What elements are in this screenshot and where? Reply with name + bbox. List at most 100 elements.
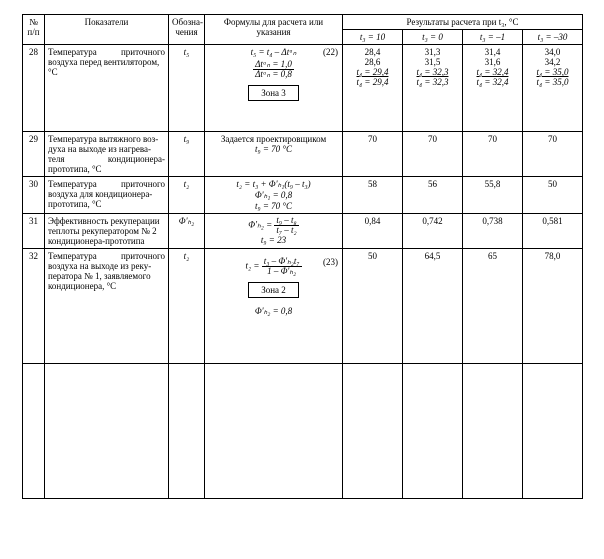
- r28-ind-l1a: Температура: [48, 47, 97, 57]
- hdr-col-4-text: t₃ = –30: [538, 32, 568, 42]
- r30-formula: t₂ = t₃ + Φ'ₕ₁(t₉ – t₃) Φ'ₕ₁ = 0,8 t₉ = …: [205, 177, 343, 214]
- r29-c3: 70: [463, 132, 523, 177]
- r28-c4-v2: 34,2: [526, 57, 579, 67]
- r29-c1: 70: [343, 132, 403, 177]
- r30-ind-l1a: Температура: [48, 179, 97, 189]
- r28-c3-v1: 31,4: [466, 47, 519, 57]
- r28-formula-main: t₅ = t₄ – Δtᵃₙ: [251, 47, 297, 57]
- r30-indicator: Температура приточного воздуха для конди…: [45, 177, 169, 214]
- r32-zone: Зона 2: [248, 282, 299, 298]
- empty-ind: [45, 364, 169, 499]
- r28-symbol: t₅: [169, 45, 205, 132]
- hdr-col-1: t₃ = 10: [343, 30, 403, 45]
- row-29: 29 Температура вытяжного воз- духа на вы…: [23, 132, 583, 177]
- r32-c1: 50: [343, 249, 403, 364]
- r32-frac-bot: 1 – Φ'ₕ₂: [262, 267, 302, 276]
- hdr-results-text: Результаты расчета при t₃, °С: [407, 17, 519, 27]
- r29-symbol-text: t₉: [184, 134, 190, 144]
- r31-indicator: Эффективность рекуперации теплоты рекупе…: [45, 214, 169, 249]
- r28-c2: 31,3 31,5 t₄ = 32,3 t₄ = 32,3: [403, 45, 463, 132]
- hdr-col-3-text: t₃ = –1: [480, 32, 505, 42]
- r31-c1: 0,84: [343, 214, 403, 249]
- r29-c4: 70: [523, 132, 583, 177]
- r31-num: 31: [23, 214, 45, 249]
- r31-symbol-text: Φ'ₕ₂: [179, 216, 195, 226]
- r32-c3: 65: [463, 249, 523, 364]
- r32-ind-l1a: Температура: [48, 251, 97, 261]
- row-31: 31 Эффективность рекуперации теплоты рек…: [23, 214, 583, 249]
- r29-symbol: t₉: [169, 132, 205, 177]
- r32-frac: t₃ – Φ'ₕ₂t₇ 1 – Φ'ₕ₂: [262, 257, 302, 276]
- hdr-formula: Формулы для расчета илиуказания: [205, 15, 343, 45]
- r28-num: 28: [23, 45, 45, 132]
- r31-formula-lhs: Φ'ₕ₂ =: [248, 220, 272, 230]
- r28-zone: Зона 3: [248, 85, 299, 101]
- r31-symbol: Φ'ₕ₂: [169, 214, 205, 249]
- r29-formula-l2: t₉ = 70 °С: [255, 144, 292, 154]
- r28-c1-v2: 28,6: [346, 57, 399, 67]
- r31-frac: t₉ – t₈ t₇ – t₂: [274, 216, 298, 235]
- r30-formula-l3: t₉ = 70 °С: [255, 201, 292, 211]
- r30-ind-l2: воздуха для кондиционера-: [48, 189, 165, 199]
- r28-c1: 28,4 28,6 t₄ = 29,4 t₄ = 29,4: [343, 45, 403, 132]
- hdr-col-1-text: t₃ = 10: [360, 32, 385, 42]
- r32-eqnum: (23): [323, 257, 338, 267]
- hdr-num-text: №п/п: [27, 17, 39, 37]
- r30-symbol: t₂: [169, 177, 205, 214]
- calc-table: №п/п Показатели Обозна-чения Формулы для…: [22, 14, 583, 499]
- empty-form: [205, 364, 343, 499]
- r29-ind-l2: духа на выходе из нагрева-: [48, 144, 165, 154]
- hdr-indicator: Показатели: [45, 15, 169, 45]
- r32-formula: t₂ = t₃ – Φ'ₕ₂t₇ 1 – Φ'ₕ₂ (23) Зона 2 Φ'…: [205, 249, 343, 364]
- r28-c4-v4: t₄ = 35,0: [537, 77, 569, 87]
- hdr-col-3: t₃ = –1: [463, 30, 523, 45]
- r28-c1-v3: t₄ = 29,4: [357, 67, 389, 77]
- row-28: 28 Температура приточного воздуха перед …: [23, 45, 583, 132]
- hdr-num: №п/п: [23, 15, 45, 45]
- r30-symbol-text: t₂: [184, 179, 190, 189]
- r32-indicator: Температура приточного воздуха на выходе…: [45, 249, 169, 364]
- hdr-formula-text: Формулы для расчета илиуказания: [224, 17, 323, 37]
- hdr-col-2-text: t₃ = 0: [422, 32, 443, 42]
- empty-c3: [463, 364, 523, 499]
- r32-formula-lhs: t₂ =: [245, 261, 259, 271]
- empty-c1: [343, 364, 403, 499]
- r28-c2-v2: 31,5: [406, 57, 459, 67]
- r29-num: 29: [23, 132, 45, 177]
- r31-c3: 0,738: [463, 214, 523, 249]
- r32-c2: 64,5: [403, 249, 463, 364]
- r31-formula-l2: t₉ = 23: [261, 235, 286, 245]
- r29-ind-l4: прототипа, °С: [48, 164, 165, 174]
- r31-c2: 0,742: [403, 214, 463, 249]
- r32-ind-l4: кондиционера, °С: [48, 281, 165, 291]
- r29-ind-l3b: кондиционера-: [108, 154, 165, 164]
- r28-ind-l2: воздуха перед вентилятором,: [48, 57, 165, 67]
- r32-ind-l3: ператора № 1, заявляемого: [48, 271, 165, 281]
- r30-formula-l1: t₂ = t₃ + Φ'ₕ₁(t₉ – t₃): [236, 179, 310, 189]
- r28-c3: 31,4 31,6 t₄ = 32,4 t₄ = 32,4: [463, 45, 523, 132]
- r29-ind-l1: Температура вытяжного воз-: [48, 134, 165, 144]
- r31-ind-l1: Эффективность рекуперации: [48, 216, 165, 226]
- r31-formula: Φ'ₕ₂ = t₉ – t₈ t₇ – t₂ t₉ = 23: [205, 214, 343, 249]
- r32-ind-l1b: приточного: [121, 251, 165, 261]
- r28-frac-bot: Δtᵃₙ = 0,8: [253, 70, 294, 79]
- r31-ind-l2: теплоты рекуператором № 2: [48, 226, 165, 236]
- r28-c2-v1: 31,3: [406, 47, 459, 57]
- hdr-indicator-text: Показатели: [85, 17, 129, 27]
- r28-c3-v3: t₄ = 32,4: [477, 67, 509, 77]
- r28-ind-l1b: приточного: [121, 47, 165, 57]
- r29-indicator: Температура вытяжного воз- духа на выход…: [45, 132, 169, 177]
- r28-indicator: Температура приточного воздуха перед вен…: [45, 45, 169, 132]
- hdr-symbol: Обозна-чения: [169, 15, 205, 45]
- r28-c4-v1: 34,0: [526, 47, 579, 57]
- r29-c2: 70: [403, 132, 463, 177]
- r31-frac-bot: t₇ – t₂: [274, 226, 298, 235]
- r32-symbol-text: t₂: [184, 251, 190, 261]
- r30-ind-l3: прототипа, °С: [48, 199, 165, 209]
- r32-formula-extra: Φ'ₕ₂ = 0,8: [255, 306, 292, 316]
- r28-c2-v3: t₄ = 32,3: [417, 67, 449, 77]
- r31-c4: 0,581: [523, 214, 583, 249]
- r30-c3: 55,8: [463, 177, 523, 214]
- empty-sym: [169, 364, 205, 499]
- r30-formula-l2: Φ'ₕ₁ = 0,8: [255, 190, 292, 200]
